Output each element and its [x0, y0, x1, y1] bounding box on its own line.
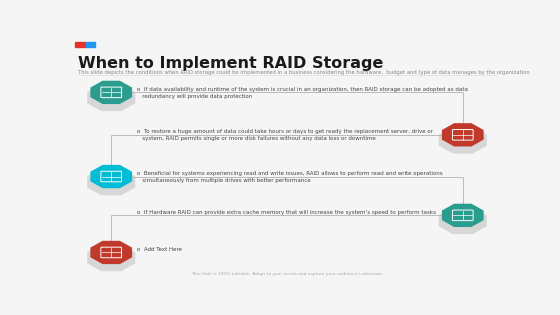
Polygon shape — [90, 241, 132, 264]
Polygon shape — [87, 169, 136, 195]
Polygon shape — [438, 127, 487, 154]
Bar — [86, 42, 95, 47]
Text: This slide is 100% editable. Adapt to your needs and capture your audience’s att: This slide is 100% editable. Adapt to yo… — [191, 272, 383, 276]
Polygon shape — [90, 81, 132, 104]
Bar — [75, 42, 85, 47]
Text: When to Implement RAID Storage: When to Implement RAID Storage — [78, 56, 383, 71]
Polygon shape — [442, 204, 484, 227]
Polygon shape — [442, 123, 484, 146]
Polygon shape — [90, 165, 132, 188]
Polygon shape — [87, 244, 136, 271]
Polygon shape — [438, 207, 487, 234]
Text: o  Beneficial for systems experiencing read and write issues, RAID allows to per: o Beneficial for systems experiencing re… — [137, 171, 443, 183]
Text: o  Add Text Here: o Add Text Here — [137, 247, 182, 252]
Text: o  If data availability and runtime of the system is crucial in an organization,: o If data availability and runtime of th… — [137, 87, 468, 99]
Text: o  If Hardware RAID can provide extra cache memory that will increase the system: o If Hardware RAID can provide extra cac… — [137, 210, 436, 215]
Polygon shape — [87, 84, 136, 111]
Text: o  To restore a huge amount of data could take hours or days to get ready the re: o To restore a huge amount of data could… — [137, 129, 433, 141]
Text: This slide depicts the conditions when RAID storage could be implemented in a bu: This slide depicts the conditions when R… — [78, 70, 529, 75]
